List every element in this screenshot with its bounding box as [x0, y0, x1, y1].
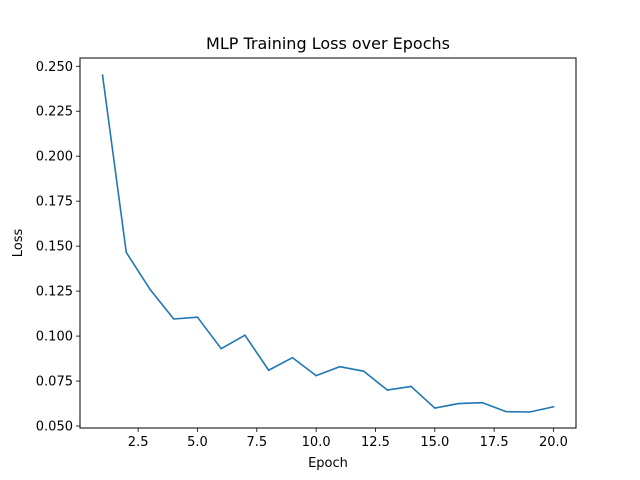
- data-point: [149, 288, 151, 291]
- data-point: [362, 370, 365, 372]
- loss-series-points: [101, 74, 555, 413]
- y-tick-label: 0.050: [36, 420, 73, 435]
- chart-title: MLP Training Loss over Epochs: [206, 34, 450, 53]
- data-point: [172, 318, 175, 320]
- y-tick-label: 0.150: [36, 240, 73, 255]
- x-tick-label: 7.5: [246, 435, 267, 450]
- data-point: [125, 251, 128, 254]
- data-point: [220, 347, 223, 350]
- data-point: [291, 356, 294, 359]
- data-point: [481, 401, 484, 404]
- data-point: [433, 407, 436, 409]
- y-tick-label: 0.200: [36, 150, 73, 165]
- data-point: [315, 374, 317, 377]
- y-tick-label: 0.125: [36, 285, 73, 300]
- loss-series-line: [101, 74, 555, 413]
- y-axis-label: Loss: [11, 229, 26, 258]
- y-tick-label: 0.100: [36, 330, 73, 345]
- x-tick-label: 12.5: [361, 435, 390, 450]
- data-point: [101, 74, 104, 77]
- x-tick-label: 20.0: [539, 435, 568, 450]
- data-point: [528, 411, 531, 413]
- data-point: [386, 389, 389, 391]
- y-tick-label: 0.175: [36, 195, 73, 210]
- data-point: [505, 410, 507, 413]
- data-point: [267, 369, 270, 372]
- x-tick-label: 15.0: [420, 435, 449, 450]
- data-point: [457, 402, 460, 405]
- x-tick-label: 17.5: [480, 435, 509, 450]
- data-point: [410, 385, 412, 388]
- y-tick-label: 0.075: [36, 375, 73, 390]
- plot-area-frame: [79, 57, 577, 429]
- x-tick-label: 10.0: [302, 435, 331, 450]
- x-tick-label: 5.0: [187, 435, 208, 450]
- y-tick-label: 0.250: [36, 60, 73, 75]
- x-tick-label: 2.5: [128, 435, 149, 450]
- data-point: [196, 316, 199, 318]
- data-point: [552, 405, 555, 408]
- data-point: [244, 334, 246, 336]
- y-tick-label: 0.225: [36, 105, 73, 120]
- y-axis-ticks: 0.050 0.075 0.100 0.125 0.150 0.175 0.200 0.225…: [36, 60, 80, 435]
- x-axis-label: Epoch: [308, 456, 348, 471]
- data-point: [339, 365, 341, 368]
- x-axis-ticks: 2.5 5.0 7.5 10.0 12.5 15.0 17.5 20.0: [128, 428, 568, 450]
